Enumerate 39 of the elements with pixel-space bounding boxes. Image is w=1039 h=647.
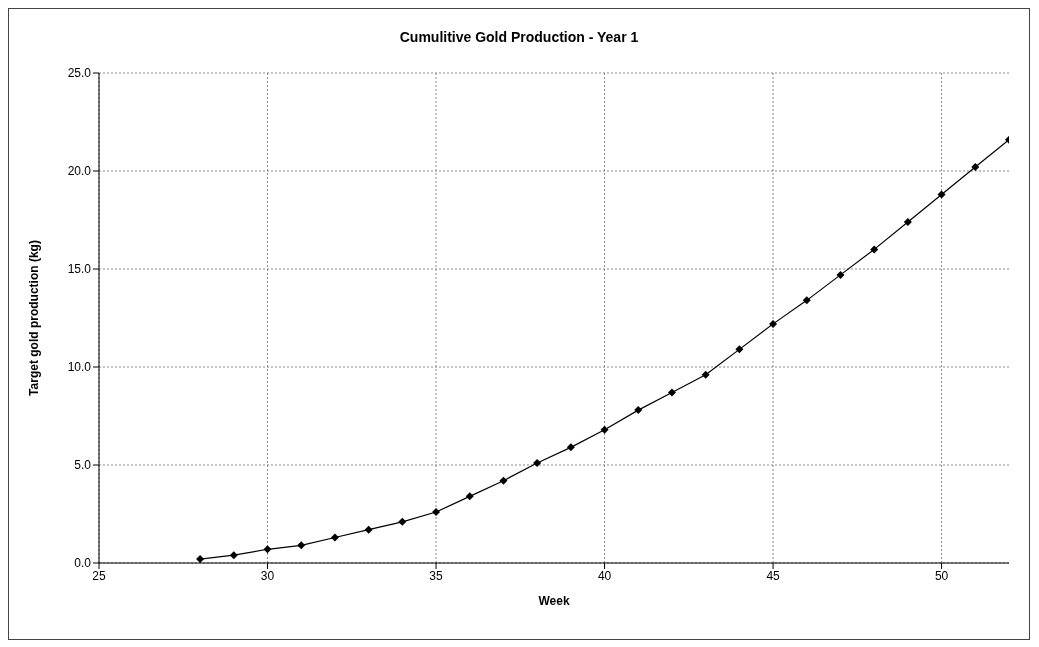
point	[802, 296, 811, 305]
x-axis-title: Week	[538, 594, 570, 608]
point	[263, 545, 272, 554]
point	[432, 508, 441, 517]
point	[836, 270, 845, 279]
y-axis-title: Target gold production (kg)	[27, 240, 42, 396]
x-tick-label: 25	[92, 568, 106, 583]
y-tick-label: 5.0	[74, 458, 92, 473]
point	[701, 370, 710, 379]
point	[330, 533, 339, 542]
x-tick-label: 45	[766, 568, 781, 583]
x-tick-label: 35	[429, 568, 444, 583]
x-tick-label: 40	[597, 568, 612, 583]
chart-title: Cumulitive Gold Production - Year 1	[398, 28, 640, 47]
y-tick-label: 15.0	[67, 262, 92, 277]
point	[364, 525, 373, 534]
point	[769, 319, 778, 328]
point	[297, 541, 306, 550]
point	[465, 492, 474, 501]
point	[735, 345, 744, 354]
y-tick-label: 20.0	[67, 164, 92, 179]
point	[196, 555, 205, 563]
point	[499, 476, 508, 485]
y-tick-label: 10.0	[67, 360, 92, 375]
point	[229, 551, 238, 560]
y-tick-label: 25.0	[67, 66, 92, 81]
x-tick-label: 50	[934, 568, 949, 583]
point	[870, 245, 879, 254]
point	[566, 443, 575, 452]
point	[903, 217, 912, 226]
point	[667, 388, 676, 397]
point	[937, 190, 946, 199]
y-tick-label: 0.0	[74, 556, 92, 571]
x-tick-label: 30	[260, 568, 275, 583]
point	[533, 459, 542, 468]
point	[600, 425, 609, 434]
point	[634, 406, 643, 415]
point	[398, 517, 407, 526]
point	[971, 163, 980, 172]
